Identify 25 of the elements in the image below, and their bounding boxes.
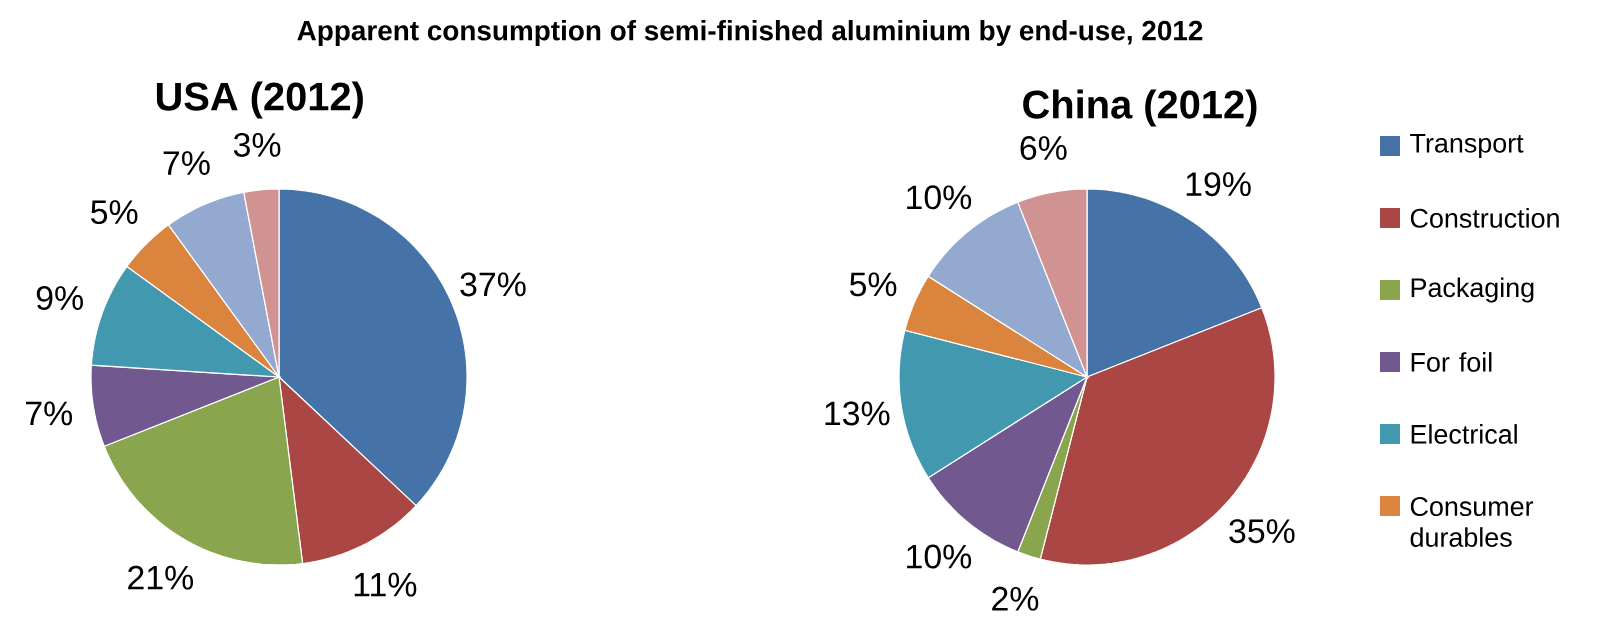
legend-label: Transport: [1410, 133, 1524, 159]
data-label: 10%: [907, 185, 972, 210]
data-label: 7%: [26, 401, 73, 426]
data-label: 10%: [907, 544, 972, 569]
chart-subtitle: USA (2012): [156, 81, 363, 119]
data-label: 3%: [233, 132, 281, 157]
legend-label: Consumer durables: [1410, 497, 1534, 547]
data-label: 5%: [849, 272, 897, 297]
data-label: 13%: [825, 401, 890, 426]
data-label: 21%: [128, 565, 194, 590]
data-label: 37%: [460, 272, 526, 297]
data-label: 35%: [1229, 519, 1295, 544]
text: Apparent consumption of semi-finished aluminium by end-use, 2012: [297, 20, 1203, 46]
data-label: 7%: [163, 151, 210, 175]
chart-title: China (2012): [1023, 89, 1257, 127]
data-label: 9%: [36, 286, 83, 311]
data-label: 6%: [1020, 136, 1067, 160]
legend-label: Construction: [1410, 208, 1559, 228]
legend-label: Packaging: [1411, 277, 1534, 303]
data-label: 2%: [992, 586, 1039, 611]
data-label: 11%: [354, 572, 417, 597]
legend-label: For foil: [1411, 352, 1492, 372]
data-label: 19%: [1186, 172, 1251, 197]
data-label: 5%: [91, 200, 138, 225]
legend-label: Electrical: [1411, 424, 1517, 444]
